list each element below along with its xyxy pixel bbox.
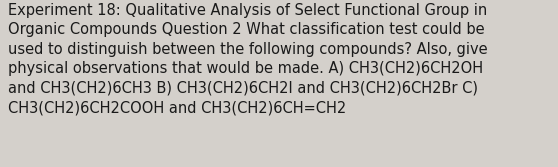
Text: Experiment 18: Qualitative Analysis of Select Functional Group in
Organic Compou: Experiment 18: Qualitative Analysis of S… (8, 3, 488, 115)
